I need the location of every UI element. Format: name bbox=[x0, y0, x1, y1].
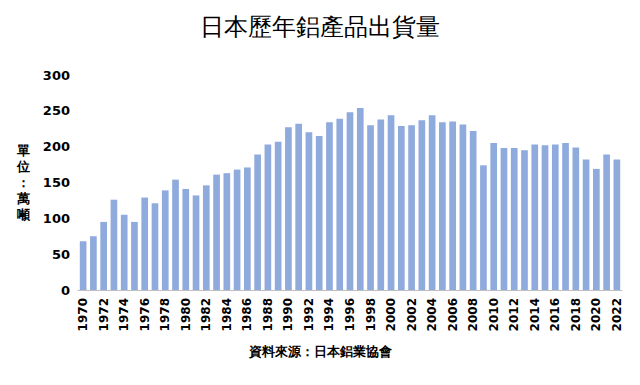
svg-text:1992: 1992 bbox=[302, 298, 316, 331]
svg-text:1986: 1986 bbox=[240, 298, 254, 331]
svg-text:200: 200 bbox=[43, 139, 70, 154]
svg-text:1978: 1978 bbox=[158, 298, 172, 331]
svg-text:1998: 1998 bbox=[364, 298, 378, 331]
svg-text:單: 單 bbox=[16, 143, 30, 158]
svg-text:250: 250 bbox=[43, 103, 70, 118]
svg-text:0: 0 bbox=[61, 283, 70, 298]
svg-text:2014: 2014 bbox=[528, 298, 542, 331]
svg-text:1970: 1970 bbox=[76, 298, 90, 331]
svg-text:萬: 萬 bbox=[16, 191, 30, 206]
svg-text:100: 100 bbox=[43, 211, 70, 226]
svg-text:2022: 2022 bbox=[610, 298, 624, 331]
svg-text:1976: 1976 bbox=[138, 298, 152, 331]
svg-text:300: 300 bbox=[43, 68, 70, 83]
svg-text:1980: 1980 bbox=[179, 298, 193, 331]
svg-text:1988: 1988 bbox=[261, 298, 275, 331]
svg-text:1990: 1990 bbox=[281, 298, 295, 331]
svg-text:噸: 噸 bbox=[17, 207, 31, 222]
svg-text:資料來源：日本鋁業協會: 資料來源：日本鋁業協會 bbox=[248, 344, 392, 359]
svg-text:位: 位 bbox=[16, 159, 30, 174]
svg-text:50: 50 bbox=[52, 247, 70, 262]
svg-text:：: ： bbox=[17, 175, 30, 190]
svg-text:1982: 1982 bbox=[199, 298, 213, 331]
svg-text:2016: 2016 bbox=[548, 298, 562, 331]
svg-text:1972: 1972 bbox=[97, 298, 111, 331]
svg-text:2008: 2008 bbox=[466, 298, 480, 331]
svg-text:2002: 2002 bbox=[405, 298, 419, 331]
svg-text:2012: 2012 bbox=[507, 298, 521, 331]
svg-text:1996: 1996 bbox=[343, 298, 357, 331]
svg-text:1994: 1994 bbox=[322, 298, 336, 331]
svg-text:2018: 2018 bbox=[569, 298, 583, 331]
svg-text:1974: 1974 bbox=[117, 298, 131, 331]
svg-text:1984: 1984 bbox=[220, 298, 234, 331]
svg-text:150: 150 bbox=[43, 175, 70, 190]
svg-text:2000: 2000 bbox=[384, 298, 398, 331]
svg-text:2010: 2010 bbox=[487, 298, 501, 331]
svg-text:2006: 2006 bbox=[446, 298, 460, 331]
svg-text:日本歷年鋁產品出貨量: 日本歷年鋁產品出貨量 bbox=[200, 13, 440, 41]
svg-text:2004: 2004 bbox=[425, 298, 439, 331]
svg-text:2020: 2020 bbox=[589, 298, 603, 331]
